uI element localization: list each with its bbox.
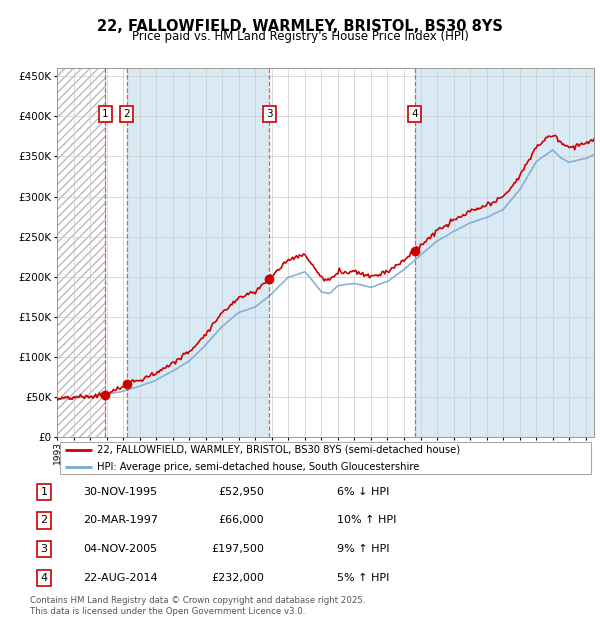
Text: £197,500: £197,500 — [211, 544, 265, 554]
Text: £52,950: £52,950 — [218, 487, 265, 497]
Text: 2: 2 — [40, 515, 47, 525]
Bar — [415, 68, 594, 437]
Text: 4: 4 — [40, 573, 47, 583]
Text: 5% ↑ HPI: 5% ↑ HPI — [337, 573, 389, 583]
Text: 30-NOV-1995: 30-NOV-1995 — [83, 487, 157, 497]
Text: 1: 1 — [102, 109, 109, 119]
Bar — [127, 68, 269, 437]
Text: 20-MAR-1997: 20-MAR-1997 — [83, 515, 158, 525]
Text: Contains HM Land Registry data © Crown copyright and database right 2025.
This d: Contains HM Land Registry data © Crown c… — [30, 596, 365, 616]
Text: 1: 1 — [40, 487, 47, 497]
Text: £232,000: £232,000 — [211, 573, 265, 583]
Text: 9% ↑ HPI: 9% ↑ HPI — [337, 544, 389, 554]
Text: 22, FALLOWFIELD, WARMLEY, BRISTOL, BS30 8YS: 22, FALLOWFIELD, WARMLEY, BRISTOL, BS30 … — [97, 19, 503, 33]
FancyBboxPatch shape — [59, 442, 592, 474]
Text: 22-AUG-2014: 22-AUG-2014 — [83, 573, 158, 583]
Text: 10% ↑ HPI: 10% ↑ HPI — [337, 515, 396, 525]
Text: HPI: Average price, semi-detached house, South Gloucestershire: HPI: Average price, semi-detached house,… — [97, 462, 419, 472]
Text: 22, FALLOWFIELD, WARMLEY, BRISTOL, BS30 8YS (semi-detached house): 22, FALLOWFIELD, WARMLEY, BRISTOL, BS30 … — [97, 445, 460, 454]
Text: 6% ↓ HPI: 6% ↓ HPI — [337, 487, 389, 497]
Text: 2: 2 — [124, 109, 130, 119]
Bar — [57, 68, 105, 437]
Text: 4: 4 — [412, 109, 418, 119]
Text: £66,000: £66,000 — [219, 515, 265, 525]
Text: 3: 3 — [40, 544, 47, 554]
Text: 04-NOV-2005: 04-NOV-2005 — [83, 544, 157, 554]
Text: Price paid vs. HM Land Registry's House Price Index (HPI): Price paid vs. HM Land Registry's House … — [131, 30, 469, 43]
Text: 3: 3 — [266, 109, 272, 119]
